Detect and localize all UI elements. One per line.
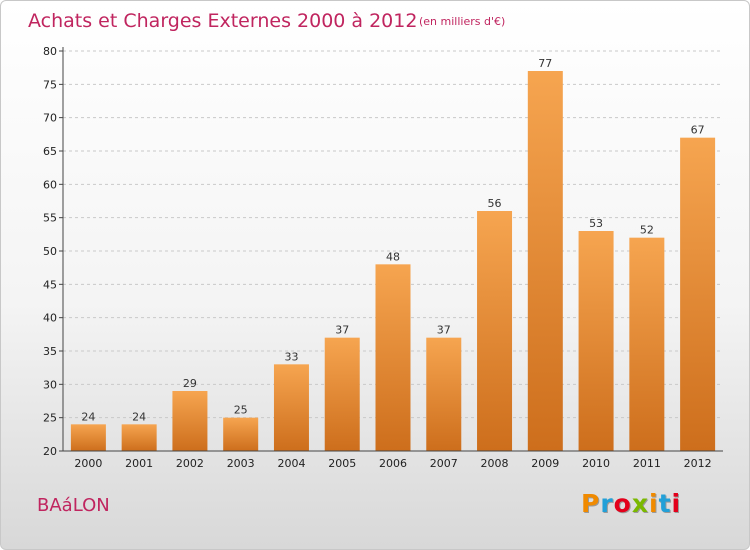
value-label-2005: 37 xyxy=(335,324,349,337)
commune-name: BAáLON xyxy=(37,495,110,516)
value-label-2008: 56 xyxy=(488,197,502,210)
chart-subtitle: (en milliers d'€) xyxy=(419,15,505,28)
logo-letter: r xyxy=(600,489,614,518)
x-tick-label-2004: 2004 xyxy=(277,457,305,470)
x-tick-label-2011: 2011 xyxy=(633,457,661,470)
bar-2012 xyxy=(680,137,716,451)
y-tick-label: 40 xyxy=(43,312,57,325)
x-axis-ticks: 2000 2001 2002 2003 2004 2005 2006 2007 2008 2009… xyxy=(74,457,711,470)
y-tick-label: 20 xyxy=(43,445,57,458)
bar-2002 xyxy=(172,391,208,451)
y-axis-ticks: 20 25 30 35 40 45 50 55 60 65 70 75 80 xyxy=(43,45,63,458)
x-tick-label-2012: 2012 xyxy=(684,457,712,470)
bar-2011 xyxy=(629,237,665,451)
logo-letter: x xyxy=(631,489,649,518)
x-tick-label-2006: 2006 xyxy=(379,457,407,470)
value-label-2001: 24 xyxy=(132,410,146,423)
value-label-2007: 37 xyxy=(437,324,451,337)
x-tick-label-2008: 2008 xyxy=(481,457,509,470)
x-tick-label-2009: 2009 xyxy=(531,457,559,470)
x-tick-label-2001: 2001 xyxy=(125,457,153,470)
value-label-2002: 29 xyxy=(183,377,197,390)
value-labels: 24 24 29 25 33 37 48 37 56 77 53 52 67 xyxy=(81,57,704,423)
x-tick-label-2005: 2005 xyxy=(328,457,356,470)
logo-letter: t xyxy=(658,489,672,518)
value-label-2009: 77 xyxy=(538,57,552,70)
bar-2009 xyxy=(527,71,563,451)
y-tick-label: 25 xyxy=(43,412,57,425)
y-tick-label: 75 xyxy=(43,78,57,91)
y-tick-label: 55 xyxy=(43,212,57,225)
value-label-2006: 48 xyxy=(386,250,400,263)
x-tick-label-2000: 2000 xyxy=(74,457,102,470)
x-tick-label-2010: 2010 xyxy=(582,457,610,470)
y-tick-label: 60 xyxy=(43,178,57,191)
bar-2004 xyxy=(273,364,309,451)
value-label-2010: 53 xyxy=(589,217,603,230)
bars xyxy=(70,71,716,451)
bar-2001 xyxy=(121,424,157,451)
chart-title: Achats et Charges Externes 2000 à 2012 xyxy=(28,10,417,32)
x-tick-label-2007: 2007 xyxy=(430,457,458,470)
x-tick-label-2002: 2002 xyxy=(176,457,204,470)
y-tick-label: 45 xyxy=(43,278,57,291)
y-tick-label: 50 xyxy=(43,245,57,258)
logo-letter: i xyxy=(671,489,682,518)
y-tick-label: 30 xyxy=(43,378,57,391)
bar-2008 xyxy=(477,211,513,451)
value-label-2003: 25 xyxy=(234,404,248,417)
bar-2006 xyxy=(375,264,411,451)
logo-letter: o xyxy=(613,489,632,518)
value-label-2004: 33 xyxy=(284,350,298,363)
bar-2005 xyxy=(324,337,360,451)
bar-2000 xyxy=(70,424,106,451)
logo-letter: i xyxy=(649,489,659,518)
y-tick-label: 70 xyxy=(43,112,57,125)
value-label-2000: 24 xyxy=(81,410,95,423)
value-label-2012: 67 xyxy=(691,124,705,137)
y-tick-label: 80 xyxy=(43,45,57,58)
bar-2003 xyxy=(223,417,259,451)
logo-letter: P xyxy=(581,489,601,518)
y-tick-label: 65 xyxy=(43,145,57,158)
value-label-2011: 52 xyxy=(640,224,654,237)
proxiti-logo: Proxiti xyxy=(581,489,681,518)
bar-2007 xyxy=(426,337,462,451)
x-tick-label-2003: 2003 xyxy=(227,457,255,470)
y-tick-label: 35 xyxy=(43,345,57,358)
bar-2010 xyxy=(578,231,614,451)
